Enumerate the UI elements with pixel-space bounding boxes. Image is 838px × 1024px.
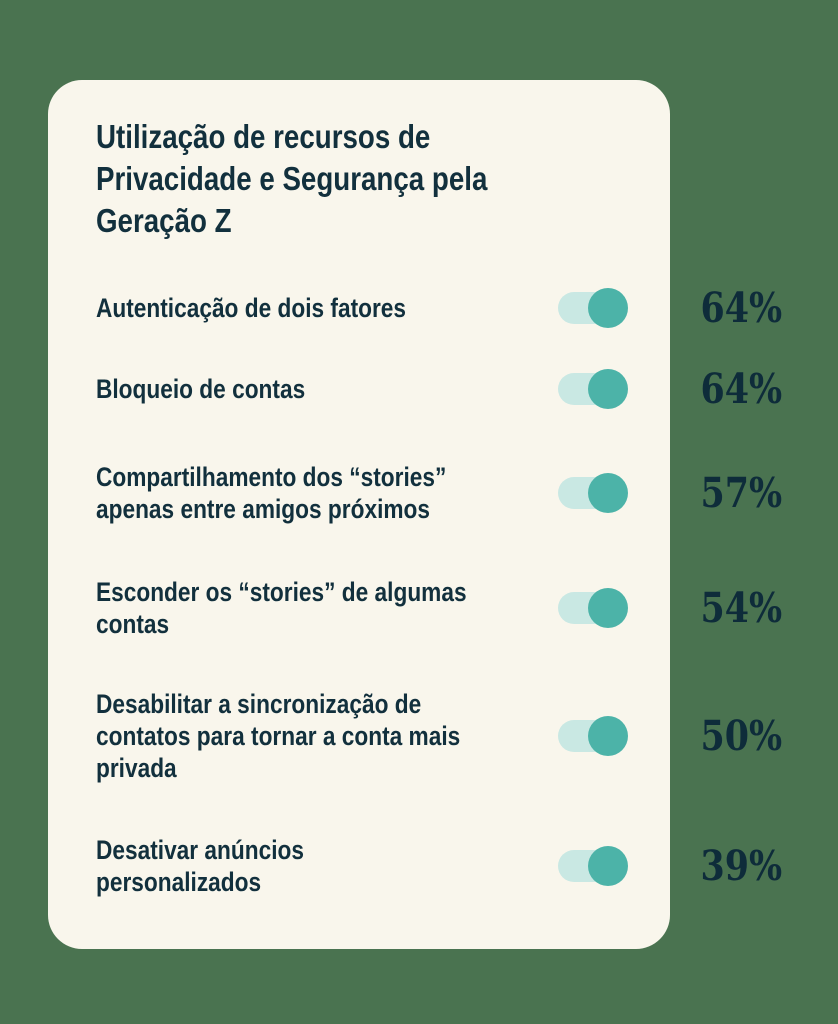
toggle-cell: [536, 369, 658, 409]
feature-label-line: personalizados: [96, 867, 262, 897]
percentage-value: 50%: [700, 712, 783, 760]
feature-row: Desabilitar a sincronização de contatos p…: [96, 688, 810, 784]
toggle-cell: [536, 288, 658, 328]
toggle-switch[interactable]: [558, 369, 628, 409]
toggle-knob: [588, 369, 628, 409]
feature-label: Esconder os “stories” de algumas contas: [96, 576, 467, 640]
feature-label-line: Desativar anúncios: [96, 835, 304, 865]
feature-label: Desabilitar a sincronização de contatos p…: [96, 688, 466, 784]
toggle-knob: [588, 473, 628, 513]
chart-title-line: Privacidade e Segurança pela: [96, 160, 488, 197]
percentage-value: 64%: [700, 365, 783, 413]
percentage-value: 39%: [700, 842, 783, 890]
feature-label: Autenticação de dois fatores: [96, 292, 466, 324]
toggle-knob: [588, 588, 628, 628]
feature-row: Esconder os “stories” de algumas contas 5…: [96, 568, 810, 648]
toggle-switch[interactable]: [558, 588, 628, 628]
chart-title-line: Utilização de recursos de: [96, 118, 431, 155]
feature-label-line: Bloqueio de contas: [96, 374, 306, 404]
toggle-cell: [536, 716, 658, 756]
percentage-value: 57%: [700, 469, 783, 517]
feature-row: Desativar anúncios personalizados 39%: [96, 823, 810, 909]
percentage-value: 64%: [700, 284, 783, 332]
feature-label-line: contas: [96, 609, 170, 639]
feature-label-line: contatos para tornar a conta mais: [96, 721, 461, 751]
toggle-knob: [588, 716, 628, 756]
feature-row: Bloqueio de contas 64%: [96, 349, 810, 429]
toggle-switch[interactable]: [558, 716, 628, 756]
feature-label: Desativar anúncios personalizados: [96, 834, 466, 898]
feature-label-line: Compartilhamento dos “stories”: [96, 462, 447, 492]
feature-label: Compartilhamento dos “stories” apenas ent…: [96, 461, 466, 525]
feature-label-line: apenas entre amigos próximos: [96, 494, 431, 524]
chart-title-line: Geração Z: [96, 202, 232, 239]
feature-label-line: privada: [96, 753, 177, 783]
toggle-knob: [588, 846, 628, 886]
feature-label-line: Desabilitar a sincronização de: [96, 689, 422, 719]
feature-label-line: Autenticação de dois fatores: [96, 293, 407, 323]
chart-title: Utilização de recursos de Privacidade e …: [96, 116, 487, 242]
percentage-value: 54%: [700, 584, 783, 632]
feature-row: Compartilhamento dos “stories” apenas ent…: [96, 453, 810, 533]
toggle-cell: [536, 588, 658, 628]
feature-label: Bloqueio de contas: [96, 373, 466, 405]
toggle-switch[interactable]: [558, 288, 628, 328]
feature-row: Autenticação de dois fatores 64%: [96, 268, 810, 348]
toggle-knob: [588, 288, 628, 328]
card: [48, 80, 670, 949]
toggle-switch[interactable]: [558, 473, 628, 513]
toggle-cell: [536, 473, 658, 513]
toggle-switch[interactable]: [558, 846, 628, 886]
toggle-cell: [536, 846, 658, 886]
feature-label-line: Esconder os “stories” de algumas: [96, 577, 467, 607]
